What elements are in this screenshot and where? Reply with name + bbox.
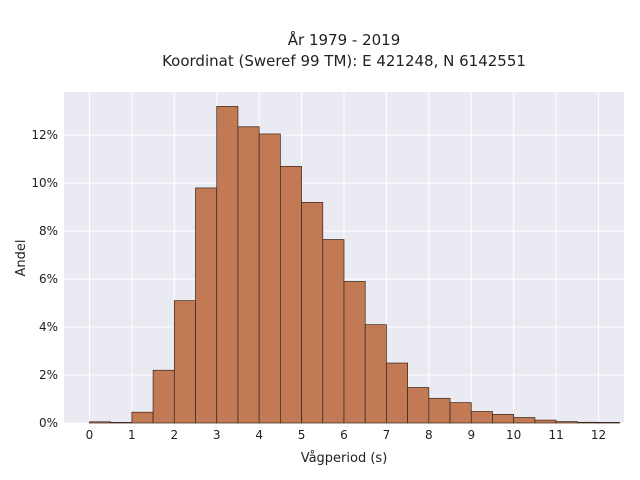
x-tick-label: 12 xyxy=(591,428,606,442)
x-tick-label: 4 xyxy=(255,428,263,442)
histogram-bar xyxy=(513,417,536,424)
y-tick-label: 2% xyxy=(39,368,58,382)
y-axis-ticks: 0% 2% 4% 6% 8% 10% 12% xyxy=(31,128,58,430)
x-tick-label: 7 xyxy=(383,428,391,442)
y-tick-label: 10% xyxy=(31,176,58,190)
histogram-bar xyxy=(195,187,218,424)
x-tick-label: 5 xyxy=(298,428,306,442)
histogram-bar xyxy=(173,300,196,424)
histogram-bar xyxy=(364,324,387,424)
histogram-bar xyxy=(131,411,154,424)
chart-title-line-1: År 1979 - 2019 xyxy=(288,30,401,49)
histogram-bar xyxy=(534,419,557,424)
x-tick-label: 6 xyxy=(340,428,348,442)
y-tick-label: 6% xyxy=(39,272,58,286)
histogram-bar xyxy=(301,201,324,424)
histogram-bar xyxy=(407,387,430,424)
x-tick-label: 3 xyxy=(213,428,221,442)
x-axis-ticks: 0 1 2 3 4 5 6 7 8 9 10 11 12 xyxy=(86,428,607,442)
histogram-bar xyxy=(343,281,366,424)
histogram-bar xyxy=(386,362,408,424)
y-tick-label: 4% xyxy=(39,320,58,334)
y-tick-label: 8% xyxy=(39,224,58,238)
histogram-bar xyxy=(470,411,493,424)
histogram-bar xyxy=(449,402,472,424)
histogram-bar xyxy=(152,369,175,424)
histogram-bar xyxy=(216,106,239,424)
y-tick-label: 0% xyxy=(39,416,58,430)
histogram-bar xyxy=(280,166,302,424)
histogram-bar xyxy=(237,126,260,424)
x-tick-label: 11 xyxy=(548,428,563,442)
bars xyxy=(89,106,621,424)
x-tick-label: 1 xyxy=(128,428,136,442)
y-tick-label: 12% xyxy=(31,128,58,142)
histogram-bar xyxy=(598,422,621,424)
x-tick-label: 8 xyxy=(425,428,433,442)
x-tick-label: 0 xyxy=(86,428,94,442)
histogram-bar xyxy=(555,421,578,424)
chart-title-line-2: Koordinat (Sweref 99 TM): E 421248, N 61… xyxy=(162,52,526,70)
histogram-bar xyxy=(89,421,112,424)
x-tick-label: 10 xyxy=(506,428,521,442)
x-tick-label: 2 xyxy=(170,428,178,442)
histogram-bar xyxy=(428,397,451,424)
histogram-bar xyxy=(492,414,515,424)
x-tick-label: 9 xyxy=(467,428,475,442)
histogram-bar xyxy=(576,421,599,424)
histogram-bar xyxy=(322,239,345,424)
histogram-bar xyxy=(110,422,133,424)
y-axis-label: Andel xyxy=(14,240,29,277)
x-axis-label: Vågperiod (s) xyxy=(301,451,388,466)
histogram-bar xyxy=(258,133,281,424)
